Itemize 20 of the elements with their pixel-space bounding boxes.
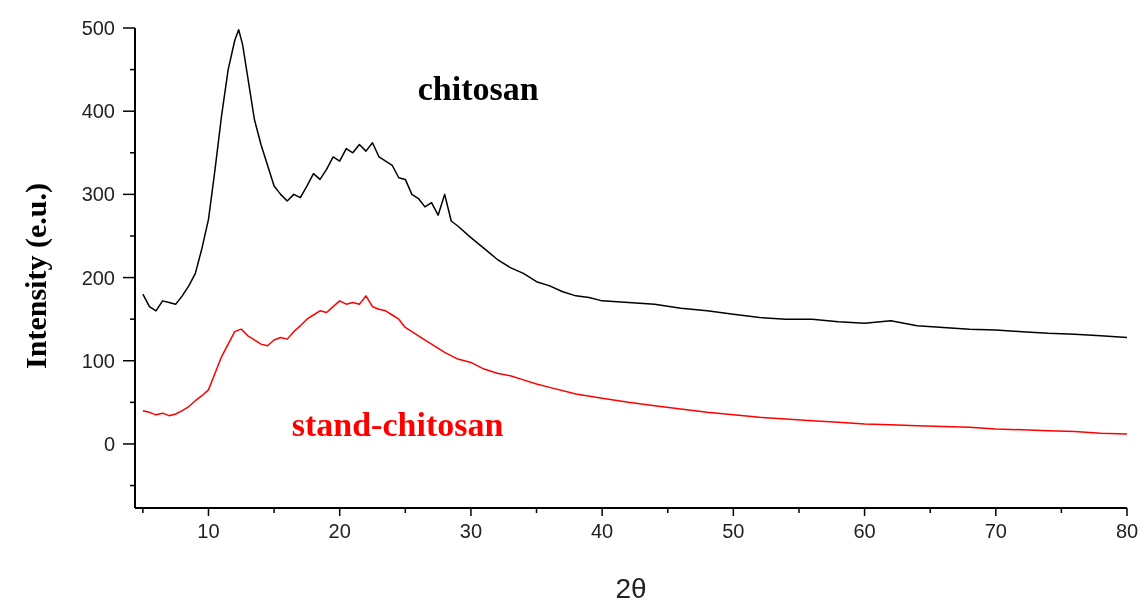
x-tick-label: 60 [853,520,876,542]
series-label: stand-chitosan [291,406,504,443]
x-tick-label: 40 [591,520,614,542]
y-tick-label: 0 [103,432,115,455]
y-tick-label: 200 [81,266,115,289]
line-series [142,28,1128,339]
y-tick-label: 400 [81,100,115,123]
y-tick-label: 100 [81,349,115,372]
y-axis-title: Intensity (e.u.) [19,183,53,369]
x-tick-label: 80 [1115,520,1139,542]
x-axis-title: 2θ [615,573,647,604]
x-tick-label: 70 [984,520,1007,542]
series-label: chitosan [417,70,539,107]
line-series [142,295,1128,435]
x-tick-label: 20 [328,520,351,542]
x-tick-label: 30 [459,520,483,542]
y-tick-label: 300 [81,183,115,206]
x-tick-label: 50 [722,520,745,542]
y-tick-label: 500 [81,17,115,39]
x-tick-label: 10 [197,520,220,542]
